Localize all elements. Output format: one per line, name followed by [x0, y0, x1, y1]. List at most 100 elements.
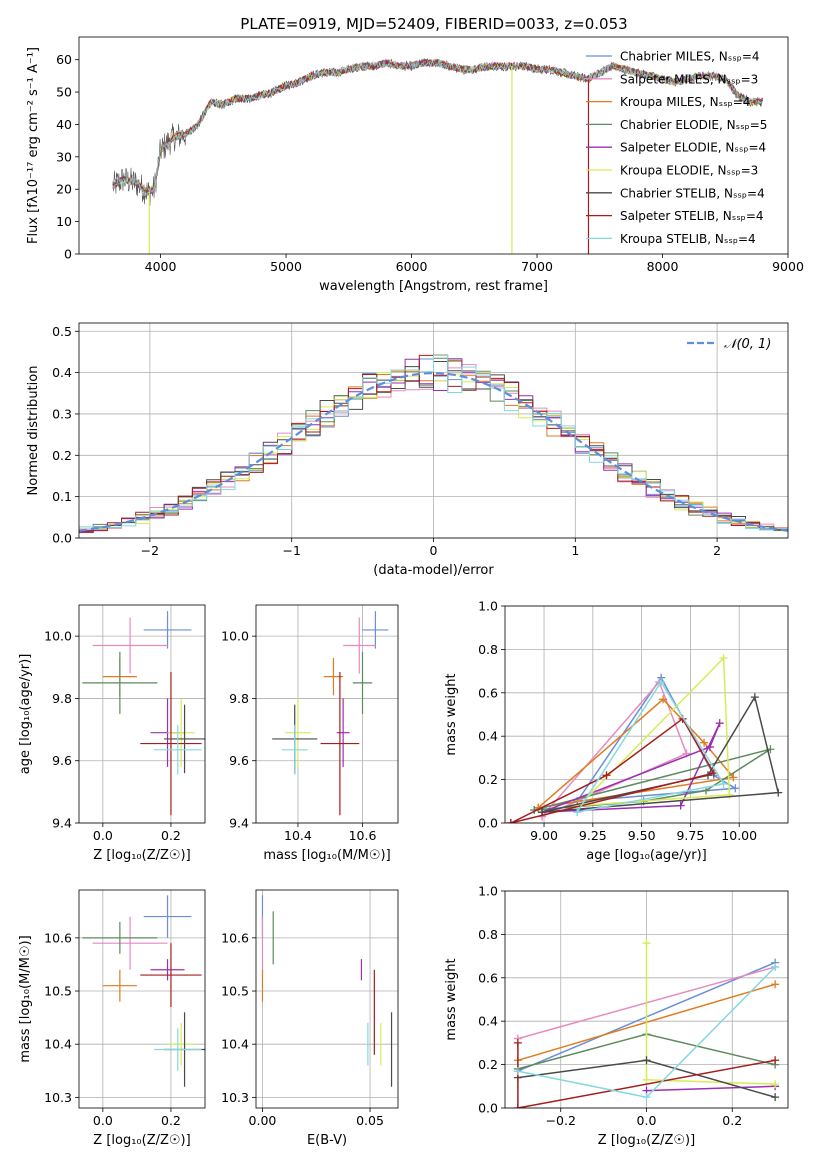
- mass-weight-marker: [642, 1093, 651, 1102]
- mass-weight-marker: [771, 980, 780, 989]
- x-tick-label: 8000: [647, 259, 679, 274]
- x-tick-label: 10.00: [721, 828, 757, 843]
- axes-mass-vs-EBV: 0.00 0.05 10.3 10.4 10.5 10.6 E(B-V): [221, 889, 399, 1148]
- x-tick-label: 6000: [396, 259, 428, 274]
- axes-age-vs-Z: 0.0 0.2 9.4 9.6 9.8 10.0 Z [log₁₀(Z/Z☉)] age [l…: [18, 604, 206, 863]
- legend-label: Chabrier ELODIE, Nₛₛₚ=5: [620, 118, 767, 132]
- mass-weight-marker: [731, 784, 740, 793]
- y-tick-label: 0.4: [52, 365, 72, 380]
- legend-label: Chabrier STELIB, Nₛₛₚ=4: [620, 186, 765, 200]
- normal-curve: [79, 371, 788, 532]
- x-tick-label: 0.0: [93, 1113, 113, 1128]
- axes-spectrum: 4000 5000 6000 7000 8000 9000 0 10 20 30 40 50 60 wav…: [26, 36, 804, 294]
- axes-age-vs-mass: 10.4 10.6 9.4 9.6 9.8 10.0 mass [log₁₀(M/M☉)]: [221, 604, 399, 863]
- axes-frame: [255, 604, 399, 824]
- y-tick-label: 0.2: [52, 448, 72, 463]
- plot-area-mass-vs-EBV: [261, 895, 393, 1087]
- y-tick-label: 0.6: [478, 685, 498, 700]
- plot-area-mass-weight-vs-age: [506, 654, 783, 823]
- x-axis-label: age [log₁₀(age/yr)]: [586, 848, 707, 863]
- x-tick-label: 9000: [772, 259, 804, 274]
- y-tick-label: 10.0: [221, 629, 249, 644]
- residual-histogram: [79, 355, 788, 531]
- x-axis-label: (data-model)/error: [373, 563, 494, 578]
- legend-label: Salpeter MILES, Nₛₛₚ=3: [620, 72, 758, 86]
- mass-weight-line: [646, 1085, 776, 1092]
- y-tick-label: 60: [56, 52, 72, 67]
- y-tick-label: 10: [56, 214, 72, 229]
- legend-label: Salpeter ELODIE, Nₛₛₚ=4: [620, 141, 766, 155]
- y-axis-label: mass weight: [444, 673, 459, 755]
- legend-label: Salpeter STELIB, Nₛₛₚ=4: [620, 209, 764, 223]
- x-axis-label: Z [log₁₀(Z/Z☉)]: [93, 848, 190, 863]
- axes-frame: [255, 889, 399, 1109]
- mass-weight-marker: [725, 790, 734, 799]
- x-axis-label: Z [log₁₀(Z/Z☉)]: [93, 1133, 190, 1148]
- mass-weight-marker: [719, 654, 728, 663]
- y-axis-label: mass [log₁₀(M/M☉)]: [18, 935, 33, 1062]
- x-tick-label: 10.4: [284, 828, 312, 843]
- mass-weight-marker: [513, 1038, 522, 1047]
- axes-residuals: −2 −1 0 1 2 0.0 0.1 0.2 0.3 0.4 0.5 (data-model)/er…: [26, 322, 789, 578]
- mass-weight-marker: [771, 1093, 780, 1102]
- y-tick-label: 0.0: [478, 1101, 498, 1116]
- axes-mass-weight-vs-age: 9.00 9.25 9.50 9.75 10.00 0.0 0.2 0.4 0.6 0.8 1.0 a…: [444, 599, 789, 863]
- y-axis-label: mass weight: [444, 958, 459, 1040]
- y-tick-label: 10.0: [44, 629, 72, 644]
- x-tick-label: 0.0: [93, 828, 113, 843]
- y-tick-label: 0.1: [52, 489, 72, 504]
- mass-weight-marker: [657, 677, 666, 686]
- mass-weight-marker: [771, 1080, 780, 1089]
- y-tick-label: 10.5: [44, 984, 72, 999]
- y-tick-label: 9.6: [52, 753, 72, 768]
- x-tick-label: 0.00: [249, 1113, 277, 1128]
- y-tick-label: 0.0: [478, 816, 498, 831]
- y-tick-label: 9.4: [229, 816, 249, 831]
- x-tick-label: 9.25: [579, 828, 607, 843]
- y-tick-label: 9.6: [229, 753, 249, 768]
- y-tick-label: 0.0: [52, 531, 72, 546]
- legend-label: Kroupa STELIB, Nₛₛₚ=4: [620, 232, 756, 246]
- y-tick-label: 10.4: [221, 1037, 249, 1052]
- axes-mass-weight-vs-Z: −0.2 0.0 0.2 0.0 0.2 0.4 0.6 0.8 1.0 Z [log₁₀(Z/Z…: [444, 884, 789, 1148]
- x-axis-label: Z [log₁₀(Z/Z☉)]: [598, 1133, 695, 1148]
- x-tick-label: 0.2: [722, 1113, 742, 1128]
- y-tick-label: 10.6: [44, 930, 72, 945]
- y-tick-label: 10.5: [221, 984, 249, 999]
- y-tick-label: 0.5: [52, 324, 72, 339]
- x-tick-label: 2: [713, 543, 721, 558]
- mass-weight-marker: [659, 695, 668, 704]
- legend-label: Chabrier MILES, Nₛₛₚ=4: [620, 50, 760, 64]
- plot-area-spectrum: [112, 58, 764, 254]
- x-axis-label: mass [log₁₀(M/M☉)]: [263, 848, 390, 863]
- mass-weight-marker: [513, 1104, 522, 1108]
- y-axis-label: Normed distribution: [26, 366, 41, 496]
- axes-frame: [78, 604, 206, 824]
- mass-weight-marker: [719, 779, 728, 788]
- mass-weight-marker: [513, 1067, 522, 1076]
- legend-label: 𝒩(0, 1): [724, 337, 771, 352]
- mass-weight-marker: [771, 1056, 780, 1065]
- x-tick-label: −2: [141, 543, 159, 558]
- y-tick-label: 0.2: [478, 1057, 498, 1072]
- y-tick-label: 10.4: [44, 1037, 72, 1052]
- mass-weight-marker: [642, 939, 651, 948]
- x-axis-label: E(B-V): [307, 1133, 347, 1148]
- mass-weight-marker: [642, 1075, 651, 1084]
- plot-area-mass-vs-Z: [82, 895, 205, 1087]
- y-tick-label: 0.4: [478, 1014, 498, 1029]
- mass-weight-marker: [771, 962, 780, 971]
- mass-weight-marker: [729, 773, 738, 782]
- y-axis-label: Flux [fλ10⁻¹⁷ erg cm⁻² s⁻¹ A⁻¹]: [26, 47, 41, 244]
- y-tick-label: 0.8: [478, 642, 498, 657]
- mass-weight-line: [576, 680, 725, 813]
- mass-weight-line: [578, 656, 731, 807]
- plot-area-residuals: [79, 354, 788, 534]
- model-spectrum: [112, 59, 763, 195]
- axes-frame: [78, 889, 206, 1109]
- x-tick-label: 0.05: [356, 1113, 384, 1128]
- mass-weight-line: [541, 680, 688, 818]
- x-tick-label: 10.6: [349, 828, 377, 843]
- x-tick-label: −0.2: [546, 1113, 576, 1128]
